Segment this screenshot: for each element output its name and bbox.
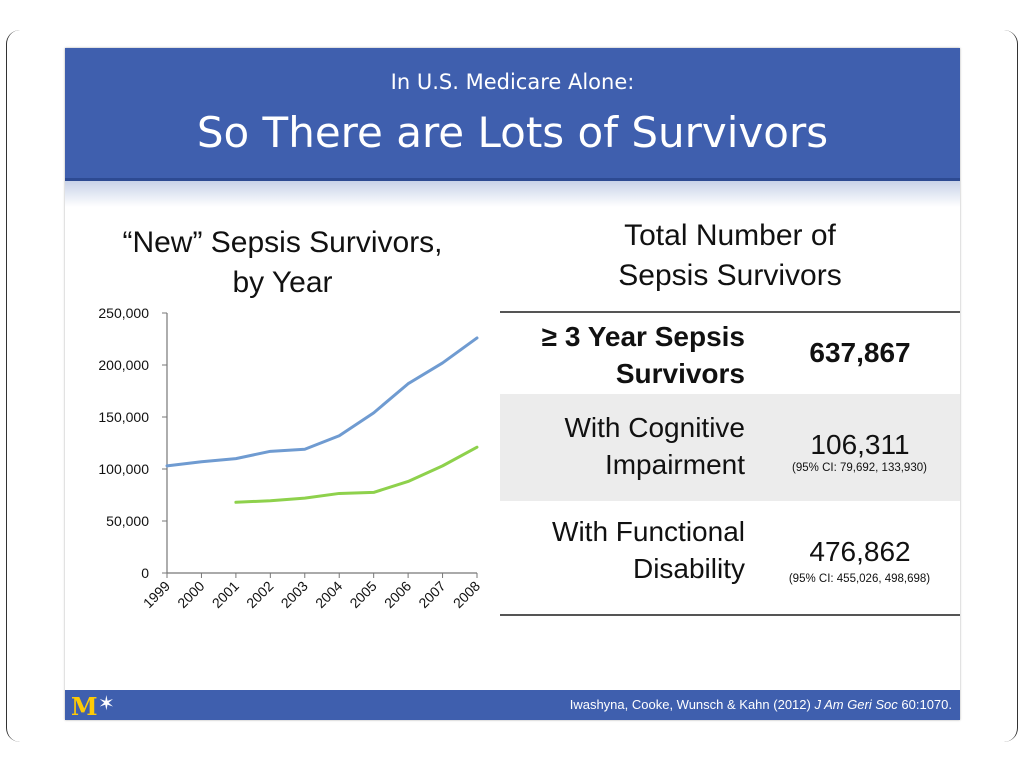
table-row-cognitive: With Cognitive Impairment 106,311 (95% C…: [500, 394, 960, 501]
row-ci: (95% CI: 455,026, 498,698): [788, 573, 931, 585]
y-tick-label: 200,000: [98, 357, 149, 373]
citation-journal: J Am Geri Soc: [814, 697, 898, 712]
row-label-line1: With Functional: [552, 516, 745, 547]
table-title-line2: Sepsis Survivors: [618, 259, 842, 292]
line-chart: 250,000 200,000 150,000 100,000 50,000 0 1999…: [98, 305, 483, 611]
slide-footer: M ✶ Iwashyna, Cooke, Wunsch & Kahn (2012…: [65, 690, 960, 720]
x-tick-label: 2007: [415, 578, 448, 611]
series-lines: [165, 336, 479, 504]
row-label-line1: ≥ 3 Year Sepsis: [541, 321, 745, 352]
table-row-total: ≥ 3 Year Sepsis Survivors 637,867: [500, 311, 960, 397]
chart-title-line1: “New” Sepsis Survivors,: [122, 226, 443, 259]
row-label: With Functional Disability: [552, 513, 745, 587]
x-tick-label: 2004: [312, 578, 345, 611]
citation-authors: Iwashyna, Cooke, Wunsch & Kahn (2012): [569, 697, 815, 712]
y-tick-label: 100,000: [98, 461, 149, 477]
x-tick-label: 2006: [381, 578, 414, 611]
citation-ref: 60:1070.: [897, 697, 952, 712]
star-icon: ✶: [98, 693, 115, 715]
table-title: Total Number of Sepsis Survivors: [500, 216, 960, 296]
row-label-line2: Impairment: [604, 449, 745, 480]
row-ci: (95% CI: 79,692, 133,930): [792, 462, 927, 474]
row-label-line1: With Cognitive: [564, 412, 745, 443]
x-tick-label: 2008: [450, 578, 483, 611]
row-label: ≥ 3 Year Sepsis Survivors: [542, 318, 745, 392]
x-tick-label: 2001: [209, 578, 242, 611]
row-label: With Cognitive Impairment: [564, 409, 745, 483]
university-logo: M: [71, 692, 98, 720]
y-axis-ticks: 250,000 200,000 150,000 100,000 50,000 0: [98, 305, 167, 581]
series-line-1: [165, 336, 479, 468]
chart-title: “New” Sepsis Survivors, by Year: [85, 223, 480, 303]
row-value: 476,862: [809, 536, 911, 567]
slide-subtitle: In U.S. Medicare Alone:: [390, 70, 635, 94]
row-label-line2: Survivors: [615, 358, 745, 389]
slide-title: So There are Lots of Survivors: [196, 108, 829, 157]
x-tick-label: 2005: [346, 578, 379, 611]
row-label-line2: Disability: [632, 553, 745, 584]
x-tick-label: 1999: [140, 578, 173, 611]
row-value: 637,867: [809, 337, 911, 368]
y-tick-label: 250,000: [98, 305, 149, 321]
chart-title-line2: by Year: [232, 266, 333, 299]
slide-header: In U.S. Medicare Alone: So There are Lot…: [65, 48, 960, 181]
x-tick-label: 2002: [243, 578, 276, 611]
citation: Iwashyna, Cooke, Wunsch & Kahn (2012) J …: [570, 697, 952, 712]
right-bracket: [1003, 30, 1018, 742]
table-title-line1: Total Number of: [624, 219, 836, 252]
header-gradient-band: [65, 181, 960, 207]
y-tick-label: 150,000: [98, 409, 149, 425]
row-value: 106,311: [810, 429, 910, 460]
series-line-2: [234, 445, 479, 504]
left-bracket: [6, 30, 21, 742]
x-axis-ticks: 1999 2000 2001 2002 2003 2004 2005 2006 2007 2008: [140, 573, 483, 611]
x-tick-label: 2000: [174, 578, 207, 611]
table-row-functional: With Functional Disability 476,862 (95% …: [500, 501, 960, 616]
y-tick-label: 0: [141, 565, 149, 581]
x-tick-label: 2003: [278, 578, 311, 611]
slide: In U.S. Medicare Alone: So There are Lot…: [65, 48, 960, 720]
y-tick-label: 50,000: [106, 513, 149, 529]
